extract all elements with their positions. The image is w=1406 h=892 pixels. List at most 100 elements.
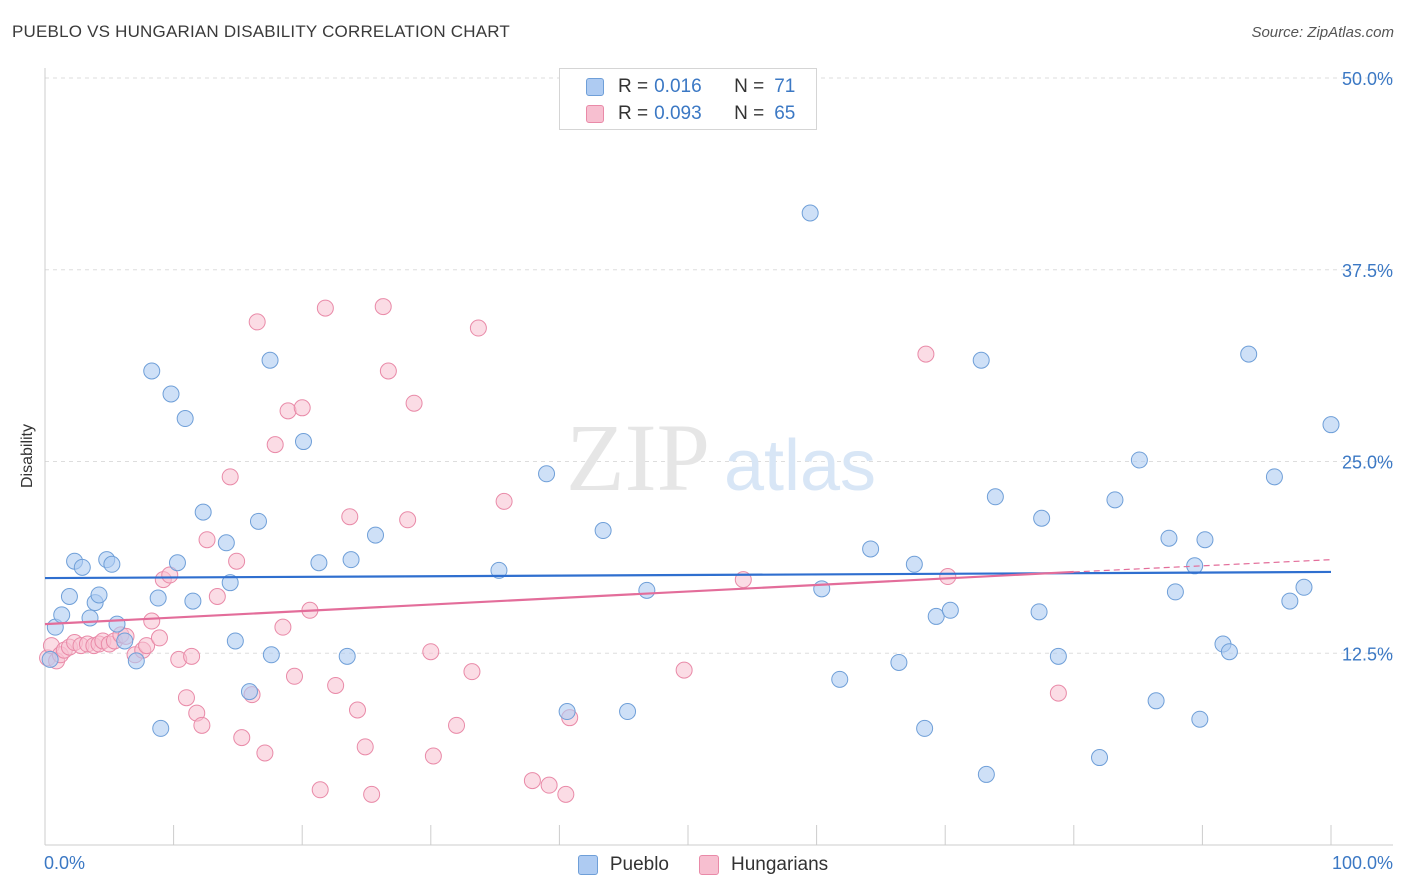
n-label: N =: [734, 76, 765, 97]
x-tick-label-min: 0.0%: [44, 853, 85, 873]
pueblo-point: [927, 607, 945, 625]
pueblo-point: [1049, 647, 1067, 665]
hungarians-point: [557, 785, 575, 803]
pueblo-point: [226, 632, 244, 650]
pueblo-point: [73, 558, 91, 576]
hungarians-point: [279, 402, 297, 420]
hungarians-point: [939, 568, 957, 586]
hungarians-point: [161, 566, 179, 584]
hungarians-point: [405, 394, 423, 412]
y-tick-label: 25.0%: [1342, 453, 1393, 473]
trend-layer: [44, 559, 1332, 626]
legend-label: Hungarians: [731, 854, 829, 875]
hungarians-point: [221, 468, 239, 486]
hungarians-point: [675, 661, 693, 679]
hungarians-point: [348, 701, 366, 719]
pueblo-point: [184, 592, 202, 610]
pueblo-point: [41, 650, 59, 668]
y-tick-label: 12.5%: [1342, 644, 1393, 664]
r-value: 0.016: [654, 76, 702, 97]
pueblo-point: [217, 534, 235, 552]
pueblo-point: [801, 204, 819, 222]
hungarians-point: [316, 299, 334, 317]
tick-label-layer: 12.5% 25.0% 37.5% 50.0% 0.0% 100.0%: [44, 69, 1393, 873]
pueblo-point: [53, 606, 71, 624]
hungarians-point: [469, 319, 487, 337]
points-layer: [39, 204, 1340, 803]
r-value: 0.093: [654, 103, 702, 124]
hungarians-point: [285, 667, 303, 685]
pueblo-point: [1191, 710, 1209, 728]
hungarians-point: [198, 531, 216, 549]
hungarians-point: [523, 772, 541, 790]
pueblo-point: [1160, 529, 1178, 547]
pueblo-point: [338, 647, 356, 665]
pueblo-point: [638, 581, 656, 599]
pueblo-point: [1147, 692, 1165, 710]
hungarians-point: [274, 618, 292, 636]
pueblo-point: [972, 351, 990, 369]
hungarians-point: [374, 298, 392, 316]
r-label: R =: [618, 76, 649, 97]
pueblo-point: [862, 540, 880, 558]
r-label: R =: [618, 103, 649, 124]
hungarians-point: [311, 781, 329, 799]
pueblo-point: [1281, 592, 1299, 610]
n-value: 65: [774, 103, 796, 124]
hungarians-point: [424, 747, 442, 765]
hungarians-point: [463, 663, 481, 681]
pueblo-point: [143, 362, 161, 380]
pueblo-point: [1106, 491, 1124, 509]
pueblo-point: [1240, 345, 1258, 363]
hungarians-trend-line: [44, 570, 1074, 626]
hungarians-point: [917, 345, 935, 363]
pueblo-point: [1030, 603, 1048, 621]
hungarians-point: [256, 744, 274, 762]
legend-item-hungarians[interactable]: Hungarians: [699, 854, 828, 876]
hungarians-point: [177, 689, 195, 707]
pueblo-point: [977, 765, 995, 783]
hungarians-point: [143, 612, 161, 630]
pueblo-point: [127, 652, 145, 670]
pueblo-point: [240, 683, 258, 701]
pueblo-point: [176, 410, 194, 428]
pueblo-point: [81, 609, 99, 627]
pueblo-point: [813, 580, 831, 598]
series-legend: Pueblo Hungarians: [0, 852, 1406, 878]
hungarians-point: [266, 436, 284, 454]
pueblo-point: [1166, 583, 1184, 601]
pueblo-point: [890, 653, 908, 671]
pueblo-point: [1196, 531, 1214, 549]
pueblo-point: [249, 512, 267, 530]
pueblo-point: [558, 703, 576, 721]
chart-title: PUEBLO VS HUNGARIAN DISABILITY CORRELATI…: [12, 22, 510, 41]
watermark: ZIP atlas: [566, 404, 876, 511]
hungarians-point: [183, 647, 201, 665]
hungarians-point: [379, 362, 397, 380]
hungarians-point: [193, 716, 211, 734]
pueblo-point: [1265, 468, 1283, 486]
y-tick-label: 50.0%: [1342, 69, 1393, 89]
hungarians-point: [341, 508, 359, 526]
legend-item-pueblo[interactable]: Pueblo: [577, 854, 669, 876]
pueblo-point: [310, 554, 328, 572]
source-label: Source: ZipAtlas.com: [1251, 24, 1394, 41]
hungarians-point: [248, 313, 266, 331]
hungarians-point: [228, 552, 246, 570]
pueblo-point: [538, 465, 556, 483]
pueblo-point: [90, 586, 108, 604]
hungarians-point: [293, 399, 311, 417]
x-tick-label-max: 100.0%: [1332, 853, 1393, 873]
legend-row-hungarians: R = 0.093 N = 65: [586, 101, 795, 127]
hungarians-point: [327, 676, 345, 694]
hungarians-point: [356, 738, 374, 756]
pueblo-point: [1033, 509, 1051, 527]
hungarians-swatch: [699, 855, 719, 875]
hungarians-swatch: [586, 105, 604, 123]
hungarians-point: [1049, 684, 1067, 702]
pueblo-point: [342, 551, 360, 569]
pueblo-swatch: [577, 855, 598, 875]
pueblo-point: [168, 554, 186, 572]
pueblo-point: [1130, 451, 1148, 469]
watermark-zip: ZIP: [566, 404, 710, 511]
